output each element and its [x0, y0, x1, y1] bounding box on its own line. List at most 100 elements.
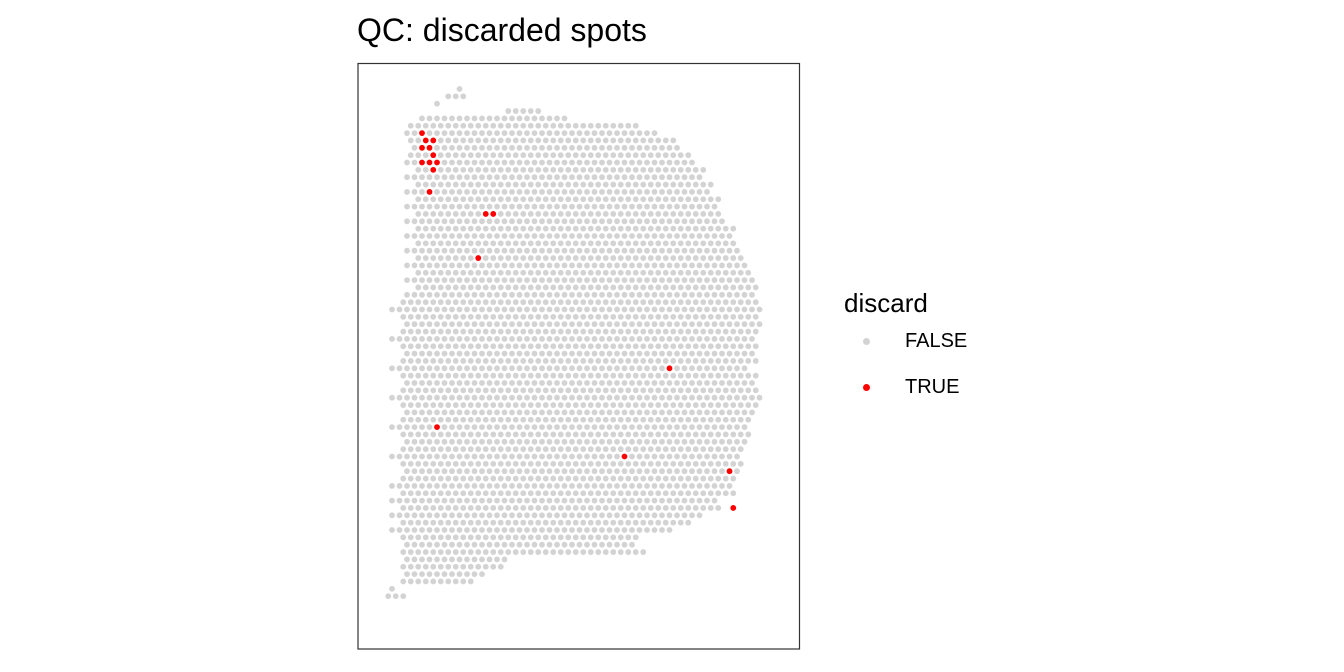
- spot-kept: [426, 306, 433, 313]
- spot-kept: [404, 468, 410, 475]
- spot-kept: [445, 563, 452, 570]
- spot-kept: [602, 137, 609, 144]
- spot-kept: [482, 196, 489, 203]
- spot-kept: [456, 144, 463, 151]
- spot-kept: [539, 380, 545, 386]
- spot-kept: [610, 299, 617, 306]
- spot-kept: [557, 328, 564, 335]
- spot-kept: [629, 541, 635, 548]
- spot-kept: [722, 269, 729, 276]
- spot-kept: [497, 446, 504, 453]
- spot-kept: [516, 497, 523, 504]
- spot-kept: [722, 490, 729, 497]
- spot-kept: [501, 468, 508, 475]
- spot-kept: [561, 365, 568, 372]
- spot-kept: [404, 438, 410, 445]
- spot-kept: [426, 277, 433, 283]
- spot-kept: [636, 159, 643, 166]
- spot-kept: [707, 313, 714, 320]
- spot-kept: [434, 527, 440, 533]
- spot-kept: [445, 387, 452, 394]
- spot-kept: [456, 365, 463, 372]
- spot-kept: [456, 130, 463, 137]
- spot-kept: [726, 277, 733, 283]
- spot-kept: [640, 519, 647, 526]
- spot-kept: [674, 262, 680, 269]
- spot-kept: [509, 218, 515, 225]
- spot-kept: [535, 137, 542, 144]
- spot-kept: [651, 497, 658, 504]
- spot-kept: [490, 313, 497, 320]
- spot-kept: [610, 475, 617, 482]
- spot-kept: [554, 527, 560, 533]
- spot-kept: [422, 372, 429, 379]
- spot-kept: [475, 328, 482, 335]
- spot-kept: [460, 431, 467, 438]
- spot-kept: [591, 262, 598, 269]
- spot-kept: [655, 255, 662, 261]
- spot-kept: [524, 218, 530, 225]
- spot-kept: [527, 269, 534, 276]
- spot-kept: [505, 152, 512, 159]
- spot-kept: [614, 233, 620, 239]
- spot-kept: [486, 321, 493, 328]
- spot-kept: [516, 453, 523, 460]
- spot-kept: [752, 387, 759, 394]
- spot-kept: [415, 225, 422, 232]
- spot-kept: [685, 475, 692, 482]
- spot-kept: [501, 556, 508, 563]
- spot-kept: [520, 358, 527, 364]
- spot-kept: [602, 519, 609, 526]
- spot-kept: [494, 438, 500, 445]
- spot-kept: [475, 269, 482, 276]
- spot-kept: [599, 144, 605, 151]
- spot-kept: [524, 468, 530, 475]
- spot-kept: [730, 299, 737, 306]
- spot-kept: [644, 321, 650, 328]
- spot-kept: [456, 277, 463, 283]
- spot-kept: [674, 394, 680, 401]
- spot-kept: [467, 196, 474, 203]
- spot-kept: [512, 358, 519, 364]
- spot-kept: [602, 313, 609, 320]
- spot-kept: [606, 247, 613, 254]
- spot-kept: [711, 409, 718, 416]
- spot-kept: [711, 394, 718, 401]
- spot-kept: [554, 262, 560, 269]
- spot-kept: [546, 174, 553, 181]
- spot-kept: [685, 416, 692, 423]
- spot-kept: [572, 460, 579, 467]
- spot-kept: [681, 394, 688, 401]
- spot-kept: [494, 336, 500, 342]
- spot-kept: [554, 203, 560, 210]
- spot-kept: [437, 519, 444, 526]
- spot-kept: [486, 174, 493, 181]
- spot-kept: [636, 203, 643, 210]
- spot-kept: [610, 122, 617, 129]
- spot-kept: [475, 343, 482, 350]
- spot-kept: [576, 394, 583, 401]
- spot-kept: [437, 416, 444, 423]
- spot-kept: [449, 203, 455, 210]
- spot-kept: [655, 343, 662, 350]
- spot-kept: [400, 387, 407, 394]
- spot-kept: [437, 181, 444, 188]
- spot-kept: [407, 402, 414, 408]
- spot-kept: [580, 549, 587, 555]
- spot-kept: [636, 380, 643, 386]
- spot-kept: [449, 336, 455, 342]
- spot-kept: [625, 152, 632, 159]
- spot-kept: [554, 541, 560, 548]
- spot-kept: [505, 166, 512, 173]
- spot-kept: [640, 166, 647, 173]
- spot-kept: [475, 387, 482, 394]
- spot-kept: [516, 409, 523, 416]
- spot-kept: [494, 512, 500, 519]
- spot-kept: [475, 240, 482, 247]
- spot-kept: [471, 483, 478, 489]
- spot-kept: [636, 189, 643, 195]
- spot-kept: [464, 144, 470, 151]
- spot-kept: [632, 431, 639, 438]
- spot-kept: [407, 563, 414, 570]
- spot-kept: [426, 115, 433, 122]
